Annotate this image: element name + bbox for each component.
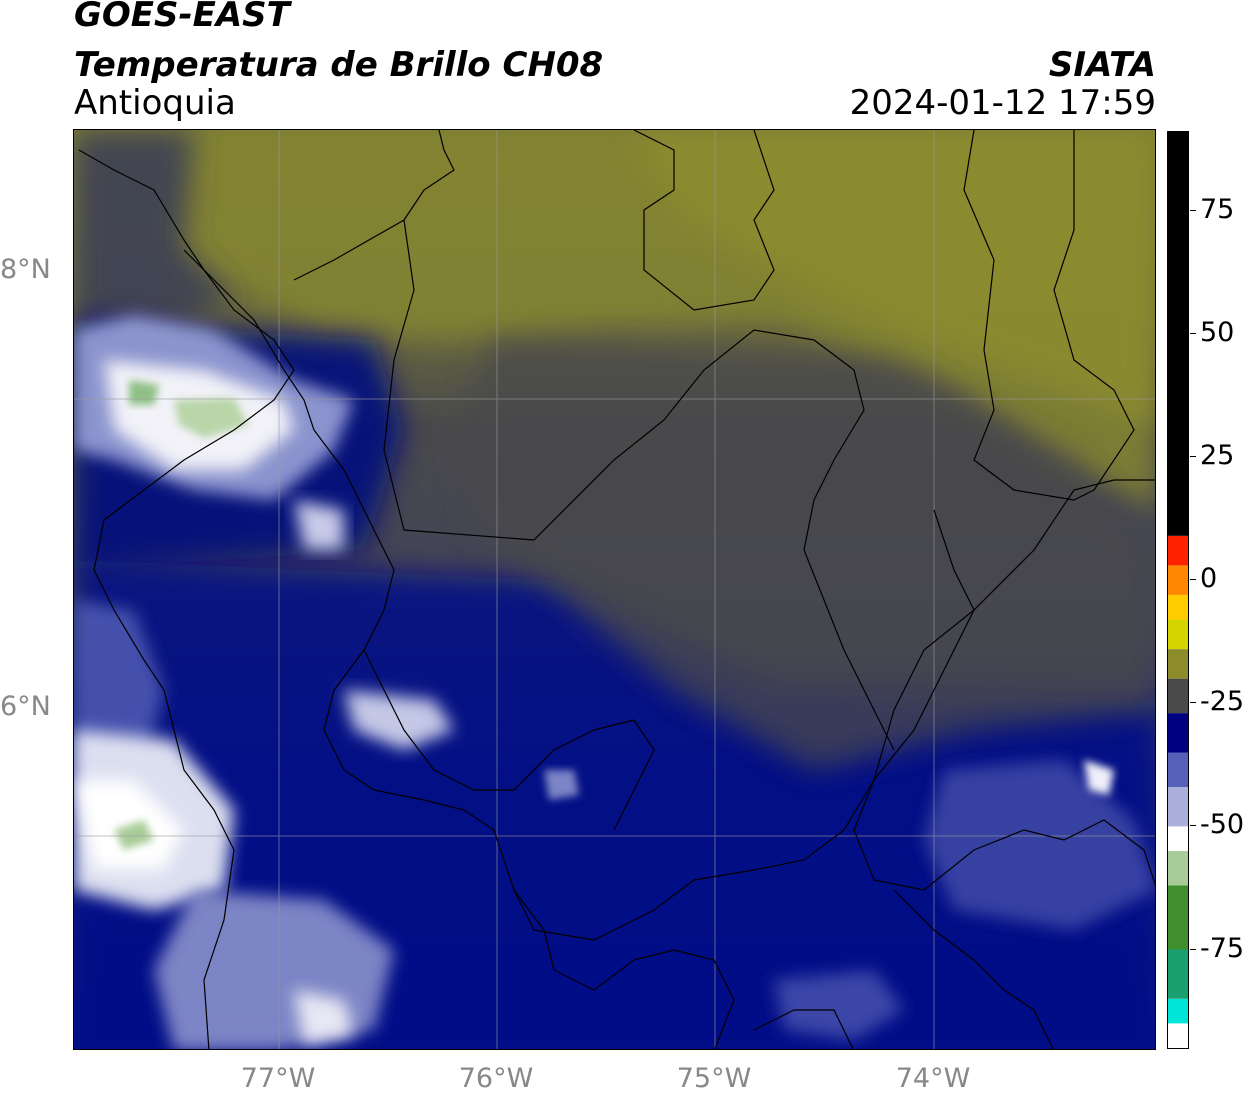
temperature-colorbar bbox=[1167, 131, 1189, 1049]
colorbar-segment bbox=[1168, 132, 1188, 536]
colorbar-tick bbox=[1190, 579, 1196, 581]
datetime-label: 2024-01-12 17:59 bbox=[849, 83, 1156, 123]
colorbar-tick bbox=[1190, 948, 1196, 950]
colorbar-segment bbox=[1168, 535, 1188, 566]
colorbar-segment bbox=[1168, 885, 1188, 950]
colorbar-segment bbox=[1168, 949, 1188, 999]
product-title: Temperatura de Brillo CH08 bbox=[74, 45, 604, 85]
lon-label-74w: 74°W bbox=[895, 1063, 971, 1094]
coastline bbox=[78, 149, 295, 1049]
map-canvas bbox=[74, 130, 1155, 1049]
colorbar-segment bbox=[1168, 752, 1188, 787]
lat-label-8n: 8°N bbox=[0, 254, 51, 285]
satellite-title: GOES-EAST bbox=[74, 0, 290, 35]
colorbar-tick bbox=[1190, 209, 1196, 211]
colorbar-segment bbox=[1168, 565, 1188, 595]
colorbar-segment bbox=[1168, 678, 1188, 714]
department-border-choco bbox=[363, 649, 655, 831]
colorbar-segment bbox=[1168, 851, 1188, 886]
satellite-map[interactable] bbox=[73, 129, 1156, 1050]
organization-label: SIATA bbox=[1048, 45, 1156, 85]
colorbar-tick bbox=[1190, 456, 1196, 458]
department-border-bolivar bbox=[633, 130, 775, 311]
department-border-cundinamarca bbox=[893, 889, 1054, 1049]
graticule bbox=[74, 130, 1155, 1049]
colorbar-segment bbox=[1168, 826, 1188, 852]
colorbar-tick bbox=[1190, 825, 1196, 827]
colorbar-segment bbox=[1168, 713, 1188, 753]
department-border-antioquia bbox=[293, 130, 1155, 941]
colorbar-segment bbox=[1168, 594, 1188, 620]
colorbar-tick bbox=[1190, 332, 1196, 334]
lon-label-75w: 75°W bbox=[676, 1063, 752, 1094]
colorbar-tick-label: 75 bbox=[1200, 193, 1235, 225]
lat-label-6n: 6°N bbox=[0, 691, 51, 722]
lon-label-77w: 77°W bbox=[240, 1063, 316, 1094]
department-border-cordoba bbox=[383, 219, 895, 751]
colorbar-segment bbox=[1168, 998, 1188, 1024]
colorbar-tick-label: -50 bbox=[1200, 809, 1245, 841]
department-border-tolima bbox=[753, 1009, 854, 1049]
colorbar-canvas bbox=[1168, 132, 1188, 1048]
colorbar-tick bbox=[1190, 702, 1196, 704]
colorbar-segment bbox=[1168, 649, 1188, 679]
colorbar-tick-label: 25 bbox=[1200, 440, 1235, 472]
colorbar-tick-label: -75 bbox=[1200, 932, 1245, 964]
lon-label-76w: 76°W bbox=[458, 1063, 534, 1094]
department-border-boyaca bbox=[853, 509, 1155, 891]
colorbar-segment bbox=[1168, 786, 1188, 827]
region-label: Antioquia bbox=[74, 83, 236, 123]
department-border-santander bbox=[963, 130, 1135, 501]
colorbar-tick-label: -25 bbox=[1200, 686, 1245, 718]
country-border-panama bbox=[183, 249, 315, 431]
colorbar-tick-label: 0 bbox=[1200, 563, 1218, 595]
colorbar-tick-label: 50 bbox=[1200, 316, 1235, 348]
colorbar-segment bbox=[1168, 1023, 1188, 1048]
colorbar-segment bbox=[1168, 619, 1188, 650]
borders bbox=[78, 130, 1155, 1049]
department-border-caldas bbox=[513, 889, 735, 1049]
